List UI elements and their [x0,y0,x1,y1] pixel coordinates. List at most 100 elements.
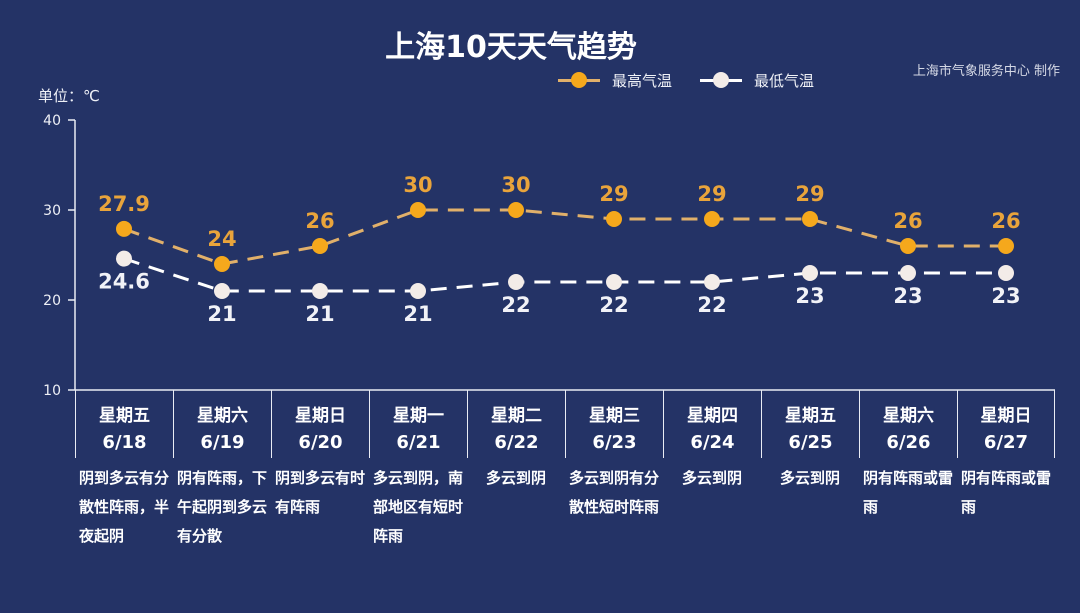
low-temp-point [704,274,720,290]
weather-description: 阴到多云有时有阵雨 [275,469,366,516]
day-header: 星期三 6/23 [565,390,663,458]
high-temp-value-label: 29 [795,182,824,206]
day-columns: 星期五 6/18 阴到多云有分散性阵雨，半夜起阴 星期六 6/19 阴有阵雨，下午起阴到多… [75,390,1055,551]
low-temp-point [312,283,328,299]
y-tick-label: 30 [43,203,61,219]
weather-description: 阴到多云有分散性阵雨，半夜起阴 [79,469,170,545]
date-label: 6/18 [102,432,147,453]
legend-label-high: 最高气温 [612,71,673,90]
day-column: 星期二 6/22 多云到阴 [467,390,565,551]
date-label: 6/25 [788,432,833,453]
day-header: 星期二 6/22 [467,390,565,458]
weekday-label: 星期日 [980,406,1032,426]
low-temp-value-label: 22 [501,293,530,317]
day-column: 星期五 6/25 多云到阴 [761,390,859,551]
low-temp-value-label: 23 [893,284,922,308]
weekday-label: 星期六 [883,406,934,426]
day-header: 星期日 6/27 [957,390,1055,458]
high-temp-value-label: 26 [893,209,922,233]
day-header: 星期五 6/18 [75,390,173,458]
legend-label-low: 最低气温 [754,71,815,90]
weather-description: 阴有阵雨或雷雨 [961,469,1052,516]
legend-item-high[interactable]: 最高气温 [558,70,672,91]
y-tick-label: 10 [43,383,61,399]
day-column: 星期三 6/23 多云到阴有分散性短时阵雨 [565,390,663,551]
low-temp-point [998,265,1014,281]
high-temp-point [214,256,230,272]
day-header: 星期六 6/26 [859,390,957,458]
high-temp-line [123,208,1006,266]
high-temp-point [410,202,426,218]
weekday-label: 星期一 [393,406,444,426]
high-temp-value-label: 26 [305,209,334,233]
high-temp-point [606,211,622,227]
high-temp-marker-icon [558,70,600,90]
weekday-label: 星期六 [197,406,248,426]
low-temp-line [123,257,1006,293]
date-label: 6/20 [298,432,343,453]
day-column: 星期日 6/27 阴有阵雨或雷雨 [957,390,1055,551]
y-tick-label: 40 [43,113,61,129]
weather-description: 多云到阴，南部地区有短时阵雨 [373,469,464,545]
low-temp-point [116,250,132,267]
low-temp-point [802,265,818,281]
weather-description: 多云到阴有分散性短时阵雨 [569,469,660,516]
day-header: 星期五 6/25 [761,390,859,458]
day-column: 星期一 6/21 多云到阴，南部地区有短时阵雨 [369,390,467,551]
high-temp-point [704,211,720,227]
date-label: 6/21 [396,432,441,453]
weekday-label: 星期五 [99,406,150,426]
day-header: 星期六 6/19 [173,390,271,458]
low-temp-value-label: 23 [991,284,1020,308]
weather-description: 多云到阴 [681,469,742,487]
day-column: 星期四 6/24 多云到阴 [663,390,761,551]
low-temp-value-label: 22 [599,293,628,317]
low-temp-marker-icon [700,70,743,90]
low-temp-point [900,265,916,281]
high-temp-point [900,238,916,254]
high-temp-point [312,238,328,254]
weather-description: 多云到阴 [485,469,546,487]
weekday-label: 星期二 [491,406,542,426]
high-temp-point [998,238,1014,254]
weekday-label: 星期日 [295,406,346,426]
day-column: 星期六 6/19 阴有阵雨，下午起阴到多云有分散 [173,390,271,551]
day-column: 星期日 6/20 阴到多云有时有阵雨 [271,390,369,551]
date-label: 6/19 [200,432,245,453]
credit-text: 上海市气象服务中心 制作 [912,64,1060,79]
weekday-label: 星期四 [687,406,738,426]
date-label: 6/22 [494,432,539,453]
day-header: 星期日 6/20 [271,390,369,458]
date-label: 6/26 [886,432,931,453]
weather-description: 阴有阵雨，下午起阴到多云有分散 [177,469,268,545]
high-temp-point [116,220,132,237]
date-label: 6/24 [690,432,735,453]
weekday-label: 星期五 [785,406,836,426]
y-tick-label: 20 [43,293,61,309]
day-header: 星期一 6/21 [369,390,467,458]
high-temp-value-label: 30 [403,173,432,197]
low-temp-point [214,283,230,299]
chart-title: 上海10天天气趋势 [385,30,637,65]
low-temp-value-label: 23 [795,284,824,308]
date-label: 6/23 [592,432,637,453]
weather-description: 阴有阵雨或雷雨 [863,469,954,516]
day-column: 星期六 6/26 阴有阵雨或雷雨 [859,390,957,551]
low-temp-point [606,274,622,290]
legend-item-low[interactable]: 最低气温 [700,70,814,91]
date-label: 6/27 [983,432,1029,453]
unit-label: 单位：℃ [38,87,100,105]
low-temp-value-label: 24.6 [98,270,150,294]
low-temp-point [508,274,524,290]
high-temp-value-label: 24 [207,227,236,251]
legend: 最高气温 最低气温 [558,70,814,90]
low-temp-value-label: 21 [305,302,334,326]
high-temp-point [508,202,524,218]
low-temp-value-label: 21 [207,302,236,326]
high-temp-point [802,211,818,227]
high-temp-value-label: 29 [599,182,628,206]
weekday-label: 星期三 [589,406,640,426]
high-temp-value-label: 30 [501,173,530,197]
high-temp-value-label: 27.9 [98,192,150,216]
